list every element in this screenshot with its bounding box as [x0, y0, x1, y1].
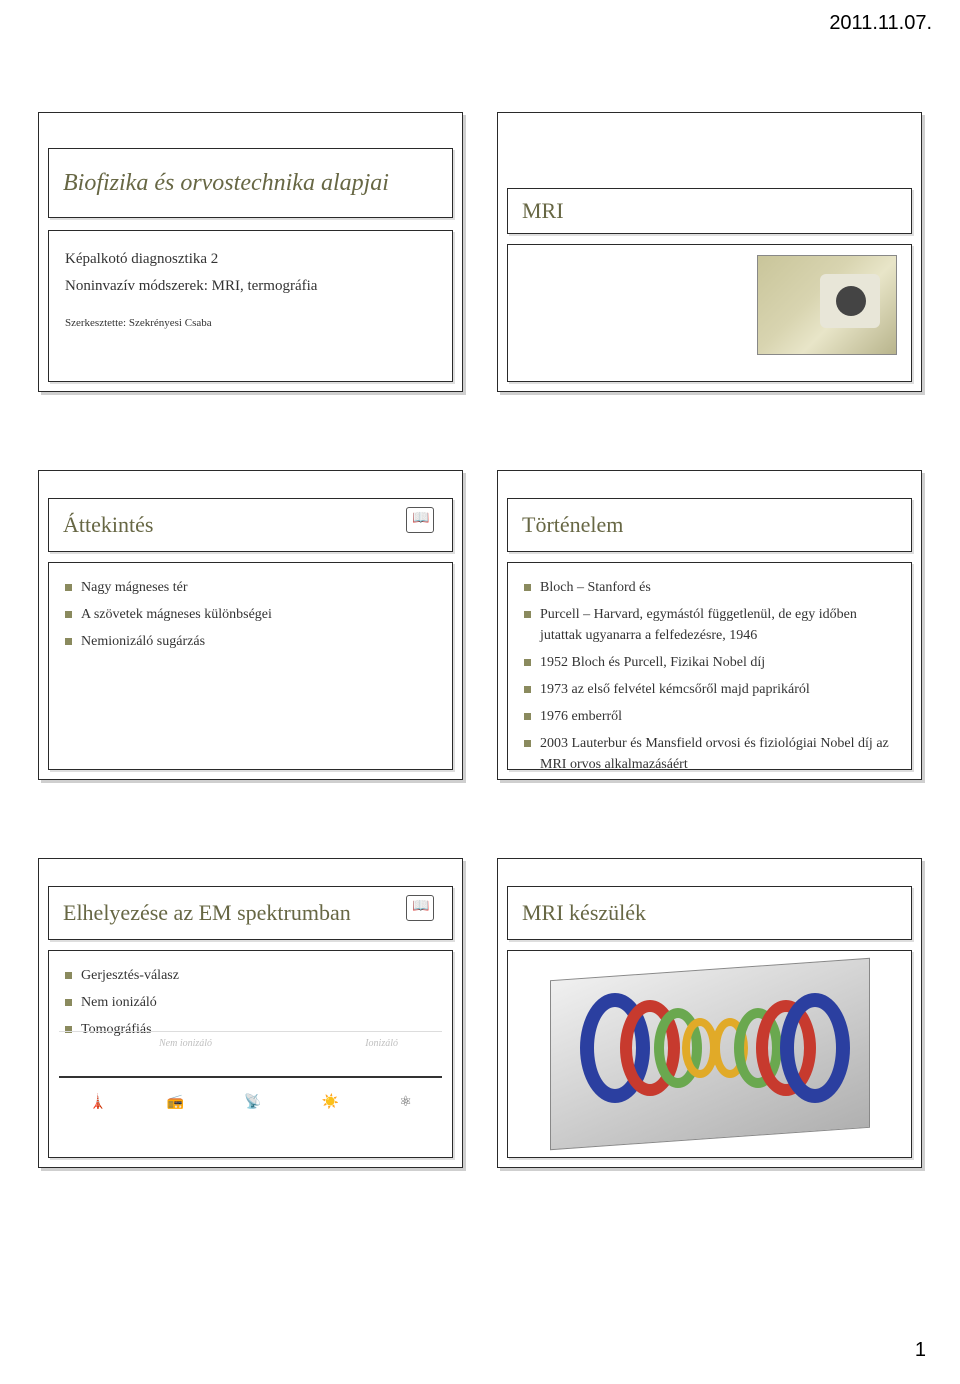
slide-title: Biofizika és orvostechnika alapjai [63, 170, 389, 197]
slide-3: Áttekintés Nagy mágneses tér A szövetek … [38, 470, 463, 780]
magnet-coil-icon [780, 993, 850, 1103]
slide-title-frame: Elhelyezése az EM spektrumban [48, 886, 453, 940]
list-item: 1973 az első felvétel kémcsőről majd pap… [524, 679, 895, 700]
slide-title: MRI [522, 198, 564, 224]
book-icon [406, 895, 434, 921]
em-spectrum-diagram: Nem ionizáló Ionizáló 🗼 📻 📡 ☀️ ⚛ [59, 1031, 442, 1147]
bullet-list: Bloch – Stanford és Purcell – Harvard, e… [524, 577, 895, 770]
slide-content: Nagy mágneses tér A szövetek mágneses kü… [48, 562, 453, 770]
list-item: Bloch – Stanford és [524, 577, 895, 598]
mri-coils [580, 993, 840, 1103]
slide-title-frame: Történelem [507, 498, 912, 552]
satellite-icon: 📡 [244, 1094, 261, 1111]
slide-title-frame: MRI [507, 188, 912, 234]
bullet-list: Nagy mágneses tér A szövetek mágneses kü… [65, 577, 436, 652]
slide1-subtitle1: Képalkotó diagnosztika 2 [65, 251, 436, 268]
list-item: Nem ionizáló [65, 992, 436, 1013]
slide-title: MRI készülék [522, 900, 646, 926]
slide-4: Történelem Bloch – Stanford és Purcell –… [497, 470, 922, 780]
slide1-subtitle2: Noninvazív módszerek: MRI, termográfia [65, 278, 436, 295]
page-date: 2011.11.07. [829, 12, 932, 35]
slide1-editor: Szerkesztette: Szekrényesi Csaba [65, 317, 436, 329]
slide-title-frame: Áttekintés [48, 498, 453, 552]
slide-5: Elhelyezése az EM spektrumban Gerjesztés… [38, 858, 463, 1168]
spectrum-source-icons: 🗼 📻 📡 ☀️ ⚛ [59, 1094, 442, 1111]
list-item: 2003 Lauterbur és Mansfield orvosi és fi… [524, 733, 895, 770]
slide-content: Bloch – Stanford és Purcell – Harvard, e… [507, 562, 912, 770]
list-item: 1976 emberről [524, 706, 895, 727]
list-item: Nemionizáló sugárzás [65, 631, 436, 652]
slides-grid: Biofizika és orvostechnika alapjai Képal… [38, 112, 922, 1168]
radio-icon: 📻 [167, 1094, 184, 1111]
atom-icon: ⚛ [399, 1094, 412, 1111]
spectrum-axis [59, 1076, 442, 1078]
list-item: 1952 Bloch és Purcell, Fizikai Nobel díj [524, 652, 895, 673]
slide-title-frame: MRI készülék [507, 886, 912, 940]
list-item: Gerjesztés-válasz [65, 965, 436, 986]
slide-content: Képalkotó diagnosztika 2 Noninvazív móds… [48, 230, 453, 382]
list-item: Nagy mágneses tér [65, 577, 436, 598]
slide-2: MRI [497, 112, 922, 392]
slide-title: Áttekintés [63, 512, 153, 538]
slide-6: MRI készülék [497, 858, 922, 1168]
spectrum-nonionizing-label: Nem ionizáló [159, 1038, 212, 1049]
mri-machine-diagram [550, 969, 870, 1139]
slide-title: Elhelyezése az EM spektrumban [63, 900, 351, 926]
slide-content: Gerjesztés-válasz Nem ionizáló Tomográfi… [48, 950, 453, 1158]
page-number: 1 [915, 1339, 926, 1362]
slide-title-frame: Biofizika és orvostechnika alapjai [48, 148, 453, 218]
slide-content [507, 950, 912, 1158]
slide-title: Történelem [522, 512, 623, 538]
spectrum-ionizing-label: Ionizáló [365, 1038, 398, 1049]
list-item: A szövetek mágneses különbségei [65, 604, 436, 625]
mri-scanner-photo [757, 255, 897, 355]
slide-content [507, 244, 912, 382]
tower-icon: 🗼 [89, 1094, 106, 1111]
bullet-list: Gerjesztés-válasz Nem ionizáló Tomográfi… [65, 965, 436, 1040]
slide-1: Biofizika és orvostechnika alapjai Képal… [38, 112, 463, 392]
sun-icon: ☀️ [322, 1094, 339, 1111]
book-icon [406, 507, 434, 533]
list-item: Purcell – Harvard, egymástól függetlenül… [524, 604, 895, 646]
